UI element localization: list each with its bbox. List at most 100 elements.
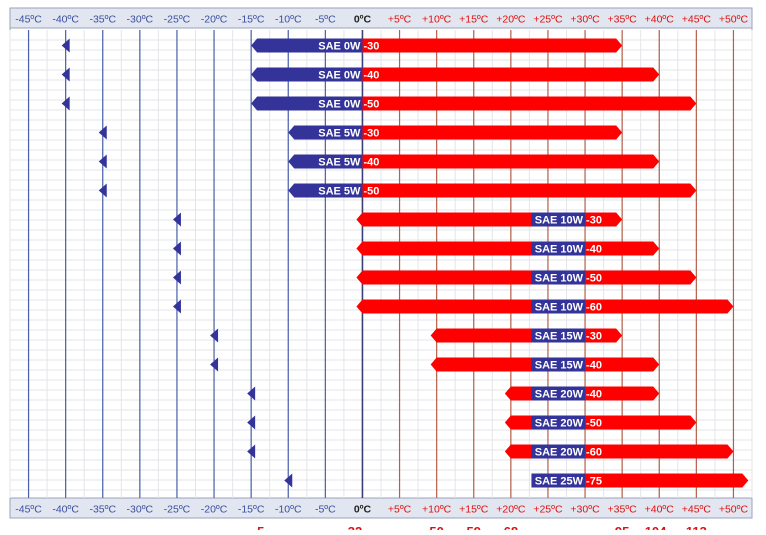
tick-label-bottom: +10ºC — [422, 504, 452, 516]
min-temp-marker — [247, 444, 256, 459]
tick-label-top: +40ºC — [645, 14, 675, 26]
min-temp-marker — [98, 183, 107, 198]
summer-grade-label: -30 — [363, 128, 379, 140]
winter-label-bg — [531, 241, 586, 256]
summer-grade-label: -40 — [586, 244, 602, 256]
tick-label-top: +50ºC — [719, 14, 749, 26]
min-temp-marker — [61, 67, 70, 82]
min-temp-marker — [247, 415, 256, 430]
bottom-header-band — [9, 497, 753, 519]
summer-grade-label: -40 — [586, 360, 602, 372]
winter-grade-label: SAE 15W — [535, 360, 584, 372]
winter-grade-label: SAE 20W — [535, 389, 584, 401]
tick-label-bottom: -45ºC — [15, 504, 42, 516]
tick-label-top: +25ºC — [533, 14, 563, 26]
winter-range-bar — [288, 125, 363, 140]
winter-grade-label: SAE 10W — [535, 244, 584, 256]
winter-range-bar — [251, 38, 363, 53]
summer-grade-label: -50 — [363, 186, 379, 198]
grid-lines — [9, 7, 753, 519]
min-temp-marker — [98, 125, 107, 140]
tick-label-bottom: +40ºC — [645, 504, 675, 516]
bottom-number: 32 — [348, 524, 362, 530]
tick-label-top: -45ºC — [15, 14, 42, 26]
summer-range-bar — [356, 241, 660, 256]
tick-label-bottom: +5ºC — [388, 504, 412, 516]
winter-label-bg — [531, 328, 586, 343]
min-temp-marker — [284, 473, 293, 488]
tick-label-bottom: -40ºC — [52, 504, 79, 516]
min-temp-marker — [247, 386, 256, 401]
winter-range-bar — [251, 96, 363, 111]
tick-label-top: -35ºC — [89, 14, 116, 26]
tick-label-top: +15ºC — [459, 14, 489, 26]
tick-label-bottom: -5ºC — [315, 504, 336, 516]
winter-label-bg — [531, 270, 586, 285]
min-temp-marker — [210, 328, 219, 343]
top-header-band — [9, 7, 753, 29]
tick-label-bottom: +30ºC — [570, 504, 600, 516]
winter-grade-label: SAE 20W — [535, 418, 584, 430]
winter-label-bg — [531, 212, 586, 227]
summer-range-bar — [362, 154, 660, 169]
min-temp-marker — [210, 357, 219, 372]
winter-label-bg — [531, 444, 586, 459]
summer-grade-label: -50 — [586, 273, 602, 285]
tick-label-top: -40ºC — [52, 14, 79, 26]
winter-label-bg — [531, 299, 586, 314]
winter-grade-label: SAE 10W — [535, 302, 584, 314]
summer-grade-label: -50 — [586, 418, 602, 430]
summer-grade-label: -50 — [363, 99, 379, 111]
winter-grade-label: SAE 15W — [535, 331, 584, 343]
tick-label-bottom: -20ºC — [201, 504, 228, 516]
tick-label-bottom: +45ºC — [682, 504, 712, 516]
summer-grade-label: -30 — [586, 215, 602, 227]
summer-grade-label: -40 — [586, 389, 602, 401]
min-temp-marker — [172, 299, 181, 314]
bottom-number: 113 — [686, 524, 707, 530]
bottom-number: 68 — [504, 524, 518, 530]
summer-range-bar — [356, 270, 697, 285]
tick-label-bottom: -15ºC — [238, 504, 265, 516]
bottom-number: 50 — [429, 524, 443, 530]
bottom-number: -5 — [253, 524, 265, 530]
tick-label-top: +35ºC — [608, 14, 638, 26]
tick-label-top: +10ºC — [422, 14, 452, 26]
tick-label-bottom: +50ºC — [719, 504, 749, 516]
summer-range-bar — [362, 67, 660, 82]
min-temp-marker — [61, 96, 70, 111]
winter-grade-label: SAE 0W — [318, 41, 361, 53]
summer-grade-label: -60 — [586, 302, 602, 314]
min-temp-marker — [172, 270, 181, 285]
tick-label-top: -25ºC — [164, 14, 191, 26]
summer-range-bar — [362, 38, 623, 53]
summer-grade-label: -75 — [586, 476, 602, 488]
tick-label-top: +45ºC — [682, 14, 712, 26]
bottom-numbers: -5 32 50 59 68 95 104 113 — [253, 524, 707, 535]
min-temp-marker — [61, 38, 70, 53]
winter-grade-label: SAE 5W — [318, 157, 361, 169]
min-temp-marker — [172, 241, 181, 256]
tick-label-top: -15ºC — [238, 14, 265, 26]
winter-label-bg — [531, 386, 586, 401]
tick-label-bottom: -25ºC — [164, 504, 191, 516]
summer-range-bar — [541, 473, 749, 488]
tick-label-bottom: -30ºC — [127, 504, 154, 516]
winter-grade-label: SAE 5W — [318, 186, 361, 198]
tick-label-bottom: +25ºC — [533, 504, 563, 516]
summer-range-bar — [362, 96, 697, 111]
bottom-number: 59 — [467, 524, 481, 530]
summer-grade-label: -40 — [363, 157, 379, 169]
winter-grade-label: SAE 25W — [535, 476, 584, 488]
tick-label-bottom: +20ºC — [496, 504, 526, 516]
winter-label-bg — [531, 357, 586, 372]
tick-labels: -45ºC -45ºC -40ºC -40ºC -35ºC -35ºC -30ºC -30ºC… — [15, 14, 748, 516]
winter-label-bg — [531, 473, 586, 488]
bottom-number: 95 — [615, 524, 629, 530]
winter-label-bg — [531, 415, 586, 430]
winter-grade-label: SAE 0W — [318, 70, 361, 82]
winter-grade-label: SAE 20W — [535, 447, 584, 459]
tick-label-bottom: -35ºC — [89, 504, 116, 516]
winter-grade-label: SAE 5W — [318, 128, 361, 140]
